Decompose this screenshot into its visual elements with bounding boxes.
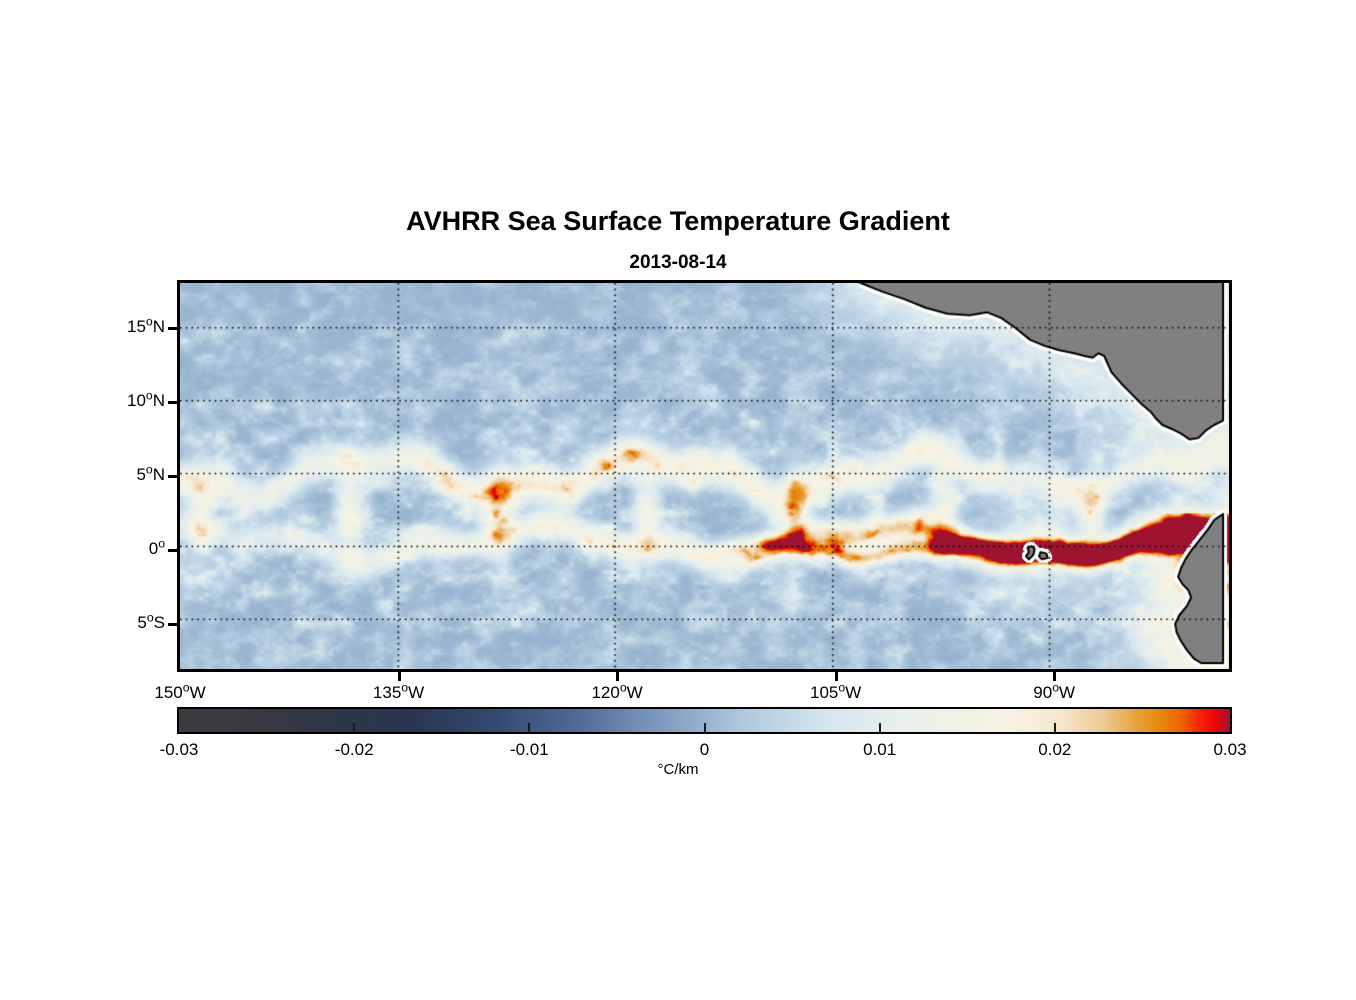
- colorbar-label-6: 0.03: [1213, 740, 1247, 759]
- x-tick-label-2: 120oW: [591, 680, 643, 702]
- x-tick-mark-3: [834, 672, 838, 681]
- y-tick-mark-3: [168, 549, 177, 553]
- colorbar-label-5: 0.02: [1038, 740, 1072, 759]
- colorbar-tick-3: [703, 723, 706, 732]
- y-tick-mark-2: [168, 475, 177, 478]
- x-tick-label-1: 135oW: [372, 680, 425, 702]
- figure-subtitle-date: 2013-08-14: [629, 252, 727, 273]
- colorbar-unit-label: °C/km: [657, 761, 699, 778]
- sst-gradient-heatmap: [180, 283, 1229, 669]
- y-tick-label-1: 10oN: [126, 388, 165, 410]
- colorbar-tick-5: [1053, 723, 1056, 732]
- map-plot-area[interactable]: [177, 280, 1232, 672]
- y-tick-label-2: 5oN: [136, 462, 165, 484]
- y-tick-mark-1: [168, 400, 177, 404]
- x-tick-label-3: 105oW: [810, 680, 862, 702]
- colorbar-tick-4: [878, 723, 881, 732]
- y-tick-mark-0: [168, 326, 177, 330]
- x-tick-mark-4: [1053, 672, 1057, 681]
- x-tick-mark-2: [616, 672, 620, 681]
- colorbar-label-4: 0.01: [863, 740, 897, 759]
- x-tick-mark-1: [397, 672, 401, 681]
- colorbar[interactable]: [177, 707, 1232, 734]
- x-tick-label-0: 150oW: [154, 680, 206, 702]
- y-tick-mark-4: [168, 623, 177, 627]
- y-tick-label-4: 5oS: [137, 610, 165, 633]
- colorbar-label-0: -0.03: [159, 740, 199, 759]
- page-title: AVHRR Sea Surface Temperature Gradient: [406, 206, 950, 236]
- y-tick-label-0: 15oN: [126, 313, 165, 336]
- colorbar-label-1: -0.02: [334, 740, 374, 759]
- colorbar-label-3: 0: [699, 740, 710, 759]
- colorbar-tick-2: [528, 723, 531, 732]
- y-tick-label-3: 0o: [148, 536, 165, 559]
- colorbar-label-2: -0.01: [509, 740, 549, 759]
- colorbar-gradient: [179, 709, 1230, 732]
- colorbar-tick-1: [353, 723, 356, 732]
- x-tick-label-4: 90oW: [1033, 680, 1076, 702]
